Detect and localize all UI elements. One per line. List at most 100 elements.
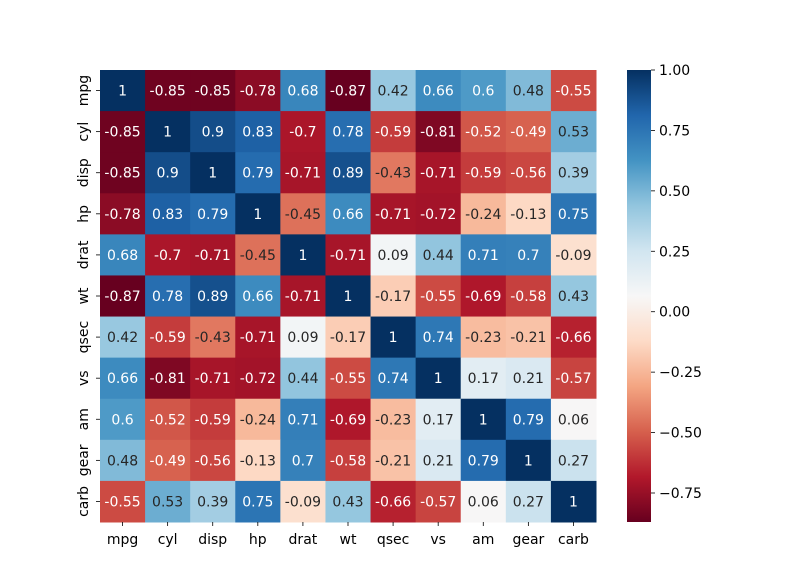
- cell-value-label: -0.69: [330, 412, 366, 428]
- cell-value-label: -0.59: [375, 125, 411, 141]
- cell-value-label: -0.78: [240, 84, 276, 100]
- cell-value-label: 0.71: [468, 248, 499, 264]
- cell-value-label: 0.39: [558, 166, 589, 182]
- cell-value-label: 0.79: [513, 412, 544, 428]
- heatmap-cell-gear-cyl: [145, 439, 191, 482]
- cell-value-label: -0.55: [330, 371, 366, 387]
- cell-value-label: -0.13: [240, 453, 276, 469]
- cell-value-label: -0.71: [195, 371, 231, 387]
- cell-value-label: 0.43: [332, 494, 363, 510]
- heatmap-cell-gear-am: [460, 439, 507, 482]
- cell-value-label: -0.66: [555, 330, 591, 346]
- cell-value-label: -0.87: [104, 289, 140, 305]
- x-tick-label: carb: [558, 532, 589, 548]
- cell-value-label: 0.89: [197, 289, 228, 305]
- cell-value-label: -0.55: [420, 289, 456, 305]
- heatmap-cell-hp-drat: [280, 193, 326, 235]
- heatmap-cell-mpg-vs: [415, 70, 462, 112]
- cell-value-label: -0.24: [465, 207, 501, 223]
- cell-value-label: -0.81: [420, 125, 456, 141]
- heatmap-cell-gear-gear: [505, 439, 552, 482]
- heatmap-cell-disp-carb: [550, 152, 597, 194]
- heatmap-cell-hp-vs: [415, 193, 462, 235]
- cell-value-label: -0.45: [240, 248, 276, 264]
- y-tick-label: drat: [76, 240, 92, 269]
- heatmap-cell-cyl-vs: [415, 111, 462, 153]
- heatmap-cell-carb-vs: [415, 480, 462, 523]
- cell-value-label: -0.17: [375, 289, 411, 305]
- heatmap-cell-qsec-disp: [190, 316, 236, 359]
- cell-value-label: 0.6: [111, 412, 133, 428]
- cell-value-label: 0.09: [378, 248, 409, 264]
- cell-value-label: -0.24: [240, 412, 276, 428]
- cell-value-label: -0.55: [555, 84, 591, 100]
- cell-value-label: 0.78: [152, 289, 183, 305]
- heatmap-cell-carb-qsec: [370, 480, 417, 523]
- heatmap-cell-mpg-wt: [325, 70, 372, 112]
- heatmap-cell-hp-carb: [550, 193, 597, 235]
- cell-value-label: 0.06: [468, 494, 499, 510]
- y-tick-label: qsec: [76, 321, 92, 354]
- y-tick-label: cyl: [76, 122, 92, 142]
- cell-value-label: 0.9: [157, 166, 179, 182]
- heatmap-cell-vs-vs: [415, 357, 462, 400]
- x-axis: mpg cyl disp hp drat wt qsec vs am gear carb: [107, 522, 589, 548]
- cell-value-label: 0.83: [242, 125, 273, 141]
- cell-value-label: 0.79: [242, 166, 273, 182]
- heatmap-cell-drat-gear: [505, 234, 552, 276]
- cell-value-label: -0.59: [150, 330, 186, 346]
- heatmap-cell-vs-carb: [550, 357, 597, 400]
- cell-value-label: 0.44: [287, 371, 318, 387]
- heatmap-cell-gear-vs: [415, 439, 462, 482]
- heatmap-cell-mpg-gear: [505, 70, 552, 112]
- cell-value-label: 0.17: [423, 412, 454, 428]
- cell-value-label: 0.09: [287, 330, 318, 346]
- heatmap-cell-drat-drat: [280, 234, 326, 276]
- y-tick-label: gear: [76, 444, 92, 476]
- heatmap-cell-wt-disp: [190, 275, 236, 318]
- cell-value-label: 0.43: [558, 289, 589, 305]
- heatmap-cell-am-vs: [415, 398, 462, 441]
- cell-value-label: 0.42: [378, 84, 409, 100]
- heatmap-cell-qsec-cyl: [145, 316, 191, 359]
- heatmap-cell-wt-qsec: [370, 275, 417, 318]
- cell-value-label: -0.57: [555, 371, 591, 387]
- cell-value-label: -0.09: [285, 494, 321, 510]
- heatmap-cell-gear-carb: [550, 439, 597, 482]
- cell-value-label: 1: [344, 289, 353, 305]
- cell-value-label: 0.68: [287, 84, 318, 100]
- heatmap-cell-vs-hp: [235, 357, 281, 400]
- heatmap-cell-am-am: [460, 398, 507, 441]
- cell-value-label: -0.71: [285, 289, 321, 305]
- heatmap-cell-qsec-am: [460, 316, 507, 359]
- cell-value-label: 0.06: [558, 412, 589, 428]
- colorbar-tick-label: 0.50: [659, 184, 690, 200]
- heatmap-cell-disp-mpg: [100, 152, 146, 194]
- cell-value-label: -0.57: [420, 494, 456, 510]
- heatmap-cell-disp-hp: [235, 152, 281, 194]
- cell-value-label: -0.23: [465, 330, 501, 346]
- heatmap-cell-vs-qsec: [370, 357, 417, 400]
- cell-value-label: 0.83: [152, 207, 183, 223]
- cell-value-label: 0.71: [287, 412, 318, 428]
- heatmap-cell-disp-vs: [415, 152, 462, 194]
- x-tick-label: qsec: [377, 532, 410, 548]
- x-tick-label: gear: [512, 532, 544, 548]
- heatmap-cell-disp-qsec: [370, 152, 417, 194]
- cell-value-label: -0.85: [150, 84, 186, 100]
- cell-value-label: -0.72: [420, 207, 456, 223]
- heatmap-cell-vs-drat: [280, 357, 326, 400]
- cell-value-label: 0.27: [558, 453, 589, 469]
- cell-value-label: 1: [524, 453, 533, 469]
- cell-value-label: 0.21: [513, 371, 544, 387]
- cell-value-label: -0.43: [195, 330, 231, 346]
- heatmap-cell-mpg-carb: [550, 70, 597, 112]
- cell-value-label: 1: [298, 248, 307, 264]
- cell-value-label: 0.66: [332, 207, 363, 223]
- cell-value-label: 0.9: [202, 125, 224, 141]
- cell-value-label: -0.59: [195, 412, 231, 428]
- cell-value-label: -0.21: [375, 453, 411, 469]
- heatmap-cell-drat-hp: [235, 234, 281, 276]
- heatmap-cell-carb-carb: [550, 480, 597, 523]
- y-tick-label: mpg: [76, 75, 92, 106]
